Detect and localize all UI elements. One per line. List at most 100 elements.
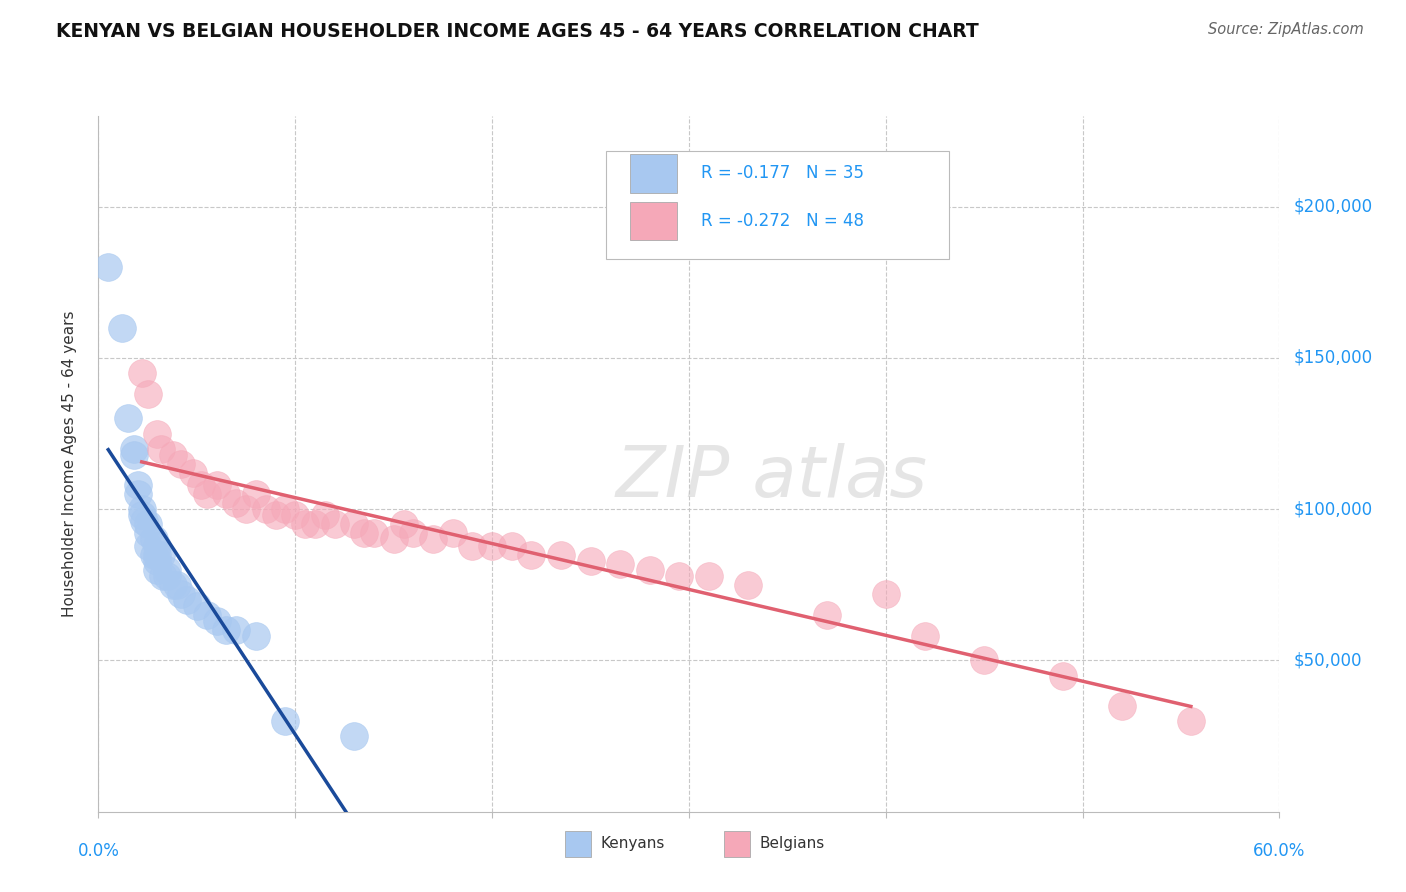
Point: [162, 448, 184, 462]
Point: [382, 533, 405, 547]
Point: [914, 629, 936, 643]
Point: [146, 563, 169, 577]
Point: [254, 502, 277, 516]
Point: [122, 442, 145, 456]
Point: [195, 608, 218, 623]
Point: [1180, 714, 1202, 728]
Point: [166, 578, 188, 592]
Y-axis label: Householder Income Ages 45 - 64 years: Householder Income Ages 45 - 64 years: [62, 310, 77, 617]
Text: $100,000: $100,000: [1294, 500, 1372, 518]
Point: [274, 502, 297, 516]
Point: [402, 526, 425, 541]
Point: [131, 508, 153, 523]
Point: [697, 568, 720, 582]
Point: [392, 517, 415, 532]
Point: [363, 526, 385, 541]
Point: [186, 599, 208, 613]
Point: [215, 487, 238, 501]
Point: [150, 442, 173, 456]
FancyBboxPatch shape: [565, 830, 591, 857]
Text: 60.0%: 60.0%: [1253, 842, 1306, 860]
Point: [973, 653, 995, 667]
Point: [225, 624, 247, 638]
Text: R = -0.177   N = 35: R = -0.177 N = 35: [700, 164, 863, 183]
Point: [136, 526, 159, 541]
Text: Belgians: Belgians: [759, 836, 825, 851]
Point: [284, 508, 307, 523]
Point: [815, 608, 838, 623]
Point: [422, 533, 444, 547]
FancyBboxPatch shape: [630, 154, 678, 193]
Point: [146, 548, 169, 562]
Point: [1111, 698, 1133, 713]
Point: [245, 487, 267, 501]
Text: 0.0%: 0.0%: [77, 842, 120, 860]
Point: [131, 502, 153, 516]
Point: [127, 478, 149, 492]
Point: [142, 548, 165, 562]
Point: [136, 387, 159, 401]
Point: [353, 526, 375, 541]
Point: [146, 554, 169, 568]
Point: [875, 587, 897, 601]
Point: [205, 614, 228, 628]
Point: [132, 514, 155, 528]
Point: [520, 548, 543, 562]
Point: [181, 466, 204, 480]
Point: [136, 517, 159, 532]
Point: [481, 539, 503, 553]
Point: [215, 624, 238, 638]
Point: [122, 448, 145, 462]
Point: [264, 508, 287, 523]
Point: [668, 568, 690, 582]
Point: [441, 526, 464, 541]
FancyBboxPatch shape: [724, 830, 751, 857]
Point: [146, 426, 169, 441]
Point: [304, 517, 326, 532]
Point: [170, 457, 193, 471]
FancyBboxPatch shape: [606, 151, 949, 259]
Point: [205, 478, 228, 492]
Point: [737, 578, 759, 592]
Text: $50,000: $50,000: [1294, 651, 1362, 670]
Point: [146, 539, 169, 553]
Point: [190, 478, 212, 492]
Text: KENYAN VS BELGIAN HOUSEHOLDER INCOME AGES 45 - 64 YEARS CORRELATION CHART: KENYAN VS BELGIAN HOUSEHOLDER INCOME AGE…: [56, 22, 979, 41]
FancyBboxPatch shape: [630, 202, 678, 240]
Point: [156, 568, 179, 582]
Point: [245, 629, 267, 643]
Point: [579, 554, 602, 568]
Point: [343, 517, 366, 532]
Point: [638, 563, 661, 577]
Point: [111, 320, 134, 334]
Point: [142, 533, 165, 547]
Point: [97, 260, 120, 275]
Point: [294, 517, 316, 532]
Point: [343, 729, 366, 743]
Point: [195, 487, 218, 501]
Text: $150,000: $150,000: [1294, 349, 1372, 367]
Point: [609, 557, 631, 571]
Text: R = -0.272   N = 48: R = -0.272 N = 48: [700, 211, 863, 230]
Point: [501, 539, 523, 553]
Point: [170, 587, 193, 601]
Point: [136, 539, 159, 553]
Text: Source: ZipAtlas.com: Source: ZipAtlas.com: [1208, 22, 1364, 37]
Point: [235, 502, 257, 516]
Point: [152, 568, 174, 582]
Point: [150, 548, 173, 562]
Point: [274, 714, 297, 728]
Point: [1052, 668, 1074, 682]
Point: [314, 508, 336, 523]
Point: [117, 411, 139, 425]
Point: [162, 578, 184, 592]
Text: $200,000: $200,000: [1294, 198, 1372, 216]
Point: [176, 593, 198, 607]
Point: [461, 539, 484, 553]
Point: [550, 548, 572, 562]
Text: ZIP atlas: ZIP atlas: [616, 443, 928, 512]
Point: [323, 517, 346, 532]
Point: [225, 496, 247, 510]
Point: [131, 366, 153, 380]
Point: [156, 563, 179, 577]
